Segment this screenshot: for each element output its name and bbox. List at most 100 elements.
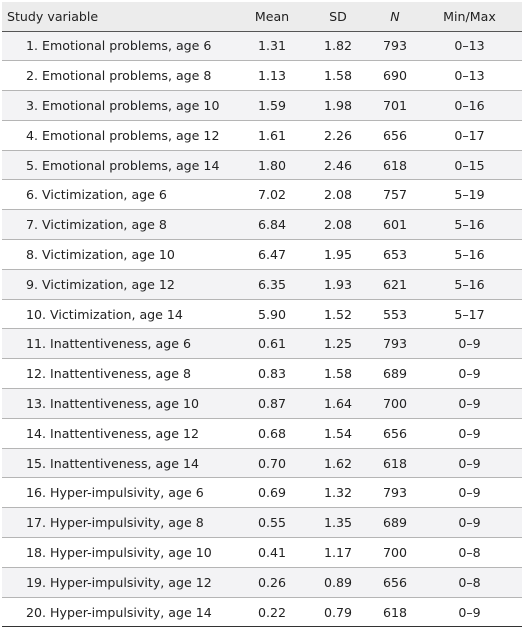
- cell-n: 793: [373, 328, 417, 359]
- header-row: Study variable Mean SD N Min/Max: [2, 2, 522, 31]
- cell-study-variable: 6. Victimization, age 6: [2, 179, 241, 210]
- cell-n: 701: [373, 90, 417, 121]
- cell-mean: 0.55: [241, 507, 303, 538]
- cell-sd: 0.79: [303, 596, 373, 628]
- cell-study-variable: 11. Inattentiveness, age 6: [2, 328, 241, 359]
- cell-mean: 1.61: [241, 119, 303, 151]
- cell-study-variable: 5. Emotional problems, age 14: [2, 149, 241, 180]
- cell-study-variable: 12. Inattentiveness, age 8: [2, 358, 241, 389]
- cell-min-max: 0–13: [417, 60, 522, 91]
- cell-study-variable: 19. Hyper-impulsivity, age 12: [2, 566, 241, 598]
- cell-min-max: 0–13: [417, 30, 522, 61]
- cell-min-max: 5–19: [417, 179, 522, 210]
- cell-min-max: 0–8: [417, 566, 522, 598]
- cell-min-max: 0–15: [417, 149, 522, 180]
- cell-n: 618: [373, 447, 417, 478]
- table-row: 18. Hyper-impulsivity, age 10 0.41 1.17 700…: [2, 537, 522, 568]
- cell-study-variable: 10. Victimization, age 14: [2, 298, 241, 329]
- cell-study-variable: 8. Victimization, age 10: [2, 239, 241, 270]
- cell-n: 656: [373, 417, 417, 449]
- cell-n: 601: [373, 209, 417, 240]
- cell-mean: 7.02: [241, 179, 303, 210]
- cell-mean: 0.41: [241, 537, 303, 568]
- header-sd: SD: [329, 8, 347, 24]
- cell-mean: 1.13: [241, 60, 303, 91]
- cell-sd: 1.32: [303, 477, 373, 508]
- cell-min-max: 0–8: [417, 537, 522, 568]
- header-study-variable: Study variable: [7, 8, 99, 24]
- cell-n: 618: [373, 596, 417, 628]
- cell-mean: 0.70: [241, 447, 303, 478]
- cell-study-variable: 3. Emotional problems, age 10: [2, 90, 241, 121]
- cell-sd: 2.08: [303, 179, 373, 210]
- cell-study-variable: 13. Inattentiveness, age 10: [2, 388, 241, 419]
- cell-sd: 1.25: [303, 328, 373, 359]
- cell-study-variable: 2. Emotional problems, age 8: [2, 60, 241, 91]
- cell-sd: 1.93: [303, 268, 373, 300]
- cell-min-max: 0–9: [417, 447, 522, 478]
- cell-min-max: 0–9: [417, 358, 522, 389]
- cell-n: 757: [373, 179, 417, 210]
- cell-n: 656: [373, 566, 417, 598]
- cell-n: 618: [373, 149, 417, 180]
- cell-study-variable: 1. Emotional problems, age 6: [2, 30, 241, 61]
- cell-n: 689: [373, 507, 417, 538]
- cell-n: 621: [373, 268, 417, 300]
- table-row: 4. Emotional problems, age 12 1.61 2.26 656…: [2, 119, 522, 151]
- cell-mean: 0.69: [241, 477, 303, 508]
- cell-sd: 0.89: [303, 566, 373, 598]
- cell-mean: 0.87: [241, 388, 303, 419]
- cell-n: 553: [373, 298, 417, 329]
- header-mean: Mean: [254, 8, 290, 24]
- cell-study-variable: 18. Hyper-impulsivity, age 10: [2, 537, 241, 568]
- table-row: 7. Victimization, age 8 6.84 2.08 601 5–16: [2, 209, 522, 240]
- table-row: 9. Victimization, age 12 6.35 1.93 621 5–16: [2, 268, 522, 300]
- cell-mean: 1.59: [241, 90, 303, 121]
- cell-study-variable: 16. Hyper-impulsivity, age 6: [2, 477, 241, 508]
- cell-min-max: 0–16: [417, 90, 522, 121]
- table-row: 13. Inattentiveness, age 10 0.87 1.64 700 0–…: [2, 388, 522, 419]
- cell-sd: 1.17: [303, 537, 373, 568]
- cell-sd: 1.54: [303, 417, 373, 449]
- header-n: N: [390, 8, 400, 24]
- cell-mean: 5.90: [241, 298, 303, 329]
- cell-min-max: 0–9: [417, 417, 522, 449]
- cell-min-max: 5–16: [417, 209, 522, 240]
- cell-n: 793: [373, 477, 417, 508]
- cell-sd: 1.58: [303, 60, 373, 91]
- table-body: 1. Emotional problems, age 6 1.31 1.82 793 0…: [2, 30, 522, 628]
- table-row: 8. Victimization, age 10 6.47 1.95 653 5–16: [2, 239, 522, 270]
- cell-n: 700: [373, 537, 417, 568]
- cell-min-max: 0–9: [417, 596, 522, 628]
- cell-min-max: 0–9: [417, 388, 522, 419]
- table-row: 15. Inattentiveness, age 14 0.70 1.62 618 0–…: [2, 447, 522, 478]
- table-row: 3. Emotional problems, age 10 1.59 1.98 701…: [2, 90, 522, 121]
- cell-mean: 1.31: [241, 30, 303, 61]
- cell-sd: 1.52: [303, 298, 373, 329]
- cell-sd: 1.64: [303, 388, 373, 419]
- cell-n: 653: [373, 239, 417, 270]
- cell-study-variable: 9. Victimization, age 12: [2, 268, 241, 300]
- cell-min-max: 5–17: [417, 298, 522, 329]
- table-row: 6. Victimization, age 6 7.02 2.08 757 5–19: [2, 179, 522, 210]
- header-min-max: Min/Max: [443, 8, 496, 24]
- cell-study-variable: 14. Inattentiveness, age 12: [2, 417, 241, 449]
- table-row: 5. Emotional problems, age 14 1.80 2.46 618…: [2, 149, 522, 180]
- table-row: 19. Hyper-impulsivity, age 12 0.26 0.89 656…: [2, 566, 522, 598]
- cell-n: 700: [373, 388, 417, 419]
- cell-mean: 0.68: [241, 417, 303, 449]
- table-row: 12. Inattentiveness, age 8 0.83 1.58 689 0–9: [2, 358, 522, 389]
- table-row: 17. Hyper-impulsivity, age 8 0.55 1.35 689 0…: [2, 507, 522, 538]
- cell-study-variable: 7. Victimization, age 8: [2, 209, 241, 240]
- cell-study-variable: 20. Hyper-impulsivity, age 14: [2, 596, 241, 628]
- cell-min-max: 0–9: [417, 477, 522, 508]
- table-row: 16. Hyper-impulsivity, age 6 0.69 1.32 793 0…: [2, 477, 522, 508]
- cell-study-variable: 4. Emotional problems, age 12: [2, 119, 241, 151]
- cell-mean: 0.61: [241, 328, 303, 359]
- cell-min-max: 5–16: [417, 239, 522, 270]
- cell-mean: 0.22: [241, 596, 303, 628]
- cell-n: 690: [373, 60, 417, 91]
- cell-n: 793: [373, 30, 417, 61]
- cell-sd: 1.82: [303, 30, 373, 61]
